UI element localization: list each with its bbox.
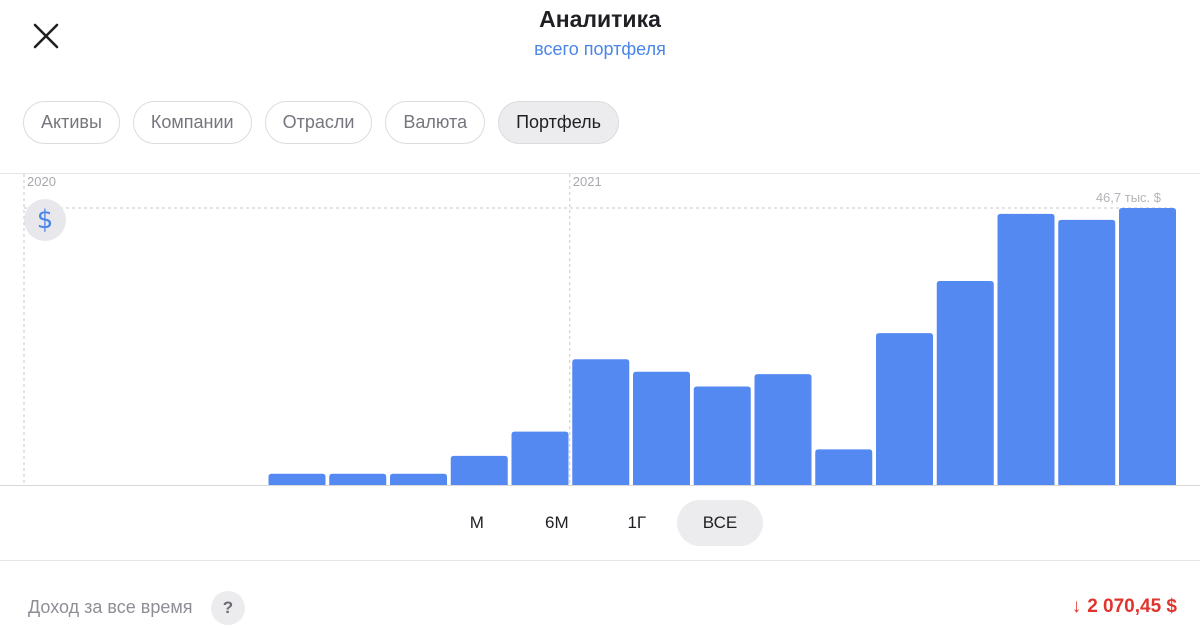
- period-selector: М 6М 1Г ВСЕ: [0, 500, 1200, 546]
- chart-bar: [633, 371, 690, 485]
- max-value-label: 46,7 тыс. $: [1096, 190, 1162, 205]
- year-label-2021: 2021: [573, 174, 602, 189]
- tab-sectors[interactable]: Отрасли: [264, 101, 373, 144]
- tab-assets[interactable]: Активы: [23, 101, 120, 144]
- chart-baseline: [0, 485, 1200, 486]
- total-income-label: Доход за все время: [28, 597, 193, 617]
- portfolio-chart[interactable]: 46,7 тыс. $ 2020 2021: [0, 174, 1200, 486]
- period-month[interactable]: М: [469, 513, 484, 532]
- chart-bar: [815, 449, 873, 485]
- tab-portfolio[interactable]: Портфель: [498, 101, 620, 144]
- page-subtitle[interactable]: всего портфеля: [534, 39, 666, 59]
- period-all[interactable]: ВСЕ: [676, 500, 764, 546]
- year-label-2020: 2020: [27, 174, 56, 189]
- dollar-icon: $: [36, 205, 54, 235]
- chart-bar: [1058, 219, 1116, 485]
- close-icon: [33, 23, 59, 49]
- chart-bar: [329, 473, 387, 485]
- chart-bar: [450, 455, 508, 485]
- total-income-value: ↓ 2 070,45 $: [1072, 596, 1177, 618]
- chart-bar: [693, 386, 751, 485]
- question-icon: ?: [222, 598, 234, 617]
- period-6-months[interactable]: 6М: [544, 513, 569, 532]
- chart-bar: [390, 473, 447, 485]
- arrow-down-icon: ↓: [1071, 596, 1082, 617]
- income-amount: 2 070,45 $: [1087, 596, 1177, 617]
- page-title: Аналитика: [539, 6, 661, 32]
- tab-companies[interactable]: Компании: [132, 101, 252, 144]
- chart-bar: [572, 359, 630, 485]
- category-tabs: Активы Компании Отрасли Валюта Портфель: [23, 101, 620, 144]
- chart-bar: [1119, 208, 1176, 485]
- header: Аналитика всего портфеля: [0, 0, 1200, 90]
- chart-bar: [511, 431, 569, 485]
- period-year[interactable]: 1Г: [627, 513, 647, 532]
- chart-svg: 46,7 тыс. $ 2020 2021: [23, 174, 1176, 486]
- chart-bar: [268, 473, 326, 485]
- currency-badge[interactable]: $: [24, 199, 66, 241]
- chart-bar: [876, 333, 933, 485]
- chart-bar: [936, 280, 994, 485]
- tab-currency[interactable]: Валюта: [385, 101, 486, 144]
- chart-top-divider: [0, 173, 1200, 174]
- chart-bar: [754, 374, 812, 485]
- divider: [0, 560, 1200, 561]
- help-button[interactable]: ?: [211, 591, 245, 625]
- close-button[interactable]: [22, 12, 70, 60]
- chart-bar: [997, 213, 1055, 486]
